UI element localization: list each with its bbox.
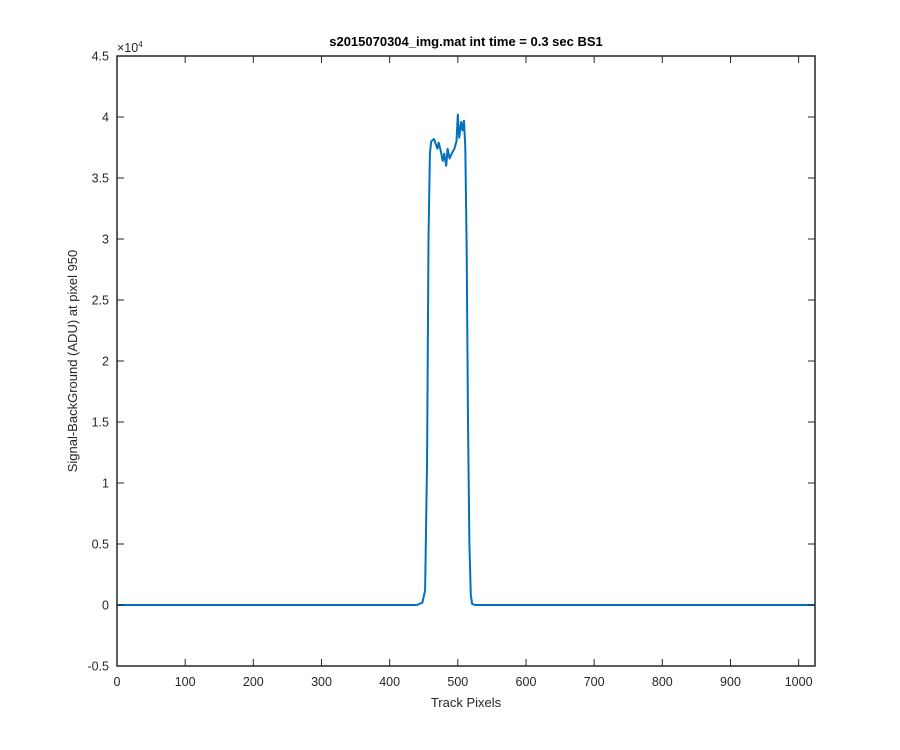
x-axis-label: Track Pixels [431, 695, 502, 710]
x-tick-label-900: 900 [720, 675, 741, 689]
x-tick-label-700: 700 [584, 675, 605, 689]
x-tick-label-0: 0 [114, 675, 121, 689]
y-tick-label-10000: 1 [102, 477, 109, 491]
x-tick-label-800: 800 [652, 675, 673, 689]
chart-title: s2015070304_img.mat int time = 0.3 sec B… [329, 34, 603, 49]
x-tick-label-600: 600 [516, 675, 537, 689]
y-tick-label-45000: 4.5 [92, 50, 109, 64]
y-tick-label-25000: 2.5 [92, 294, 109, 308]
y-tick-label-5000: 0.5 [92, 538, 109, 552]
y-axis-exponent: ×104 [117, 40, 143, 55]
y-tick-label-15000: 1.5 [92, 416, 109, 430]
x-tick-label-200: 200 [243, 675, 264, 689]
y-tick-label-35000: 3.5 [92, 172, 109, 186]
y-tick-label-40000: 4 [102, 111, 109, 125]
y-axis-label: Signal-BackGround (ADU) at pixel 950 [65, 250, 80, 473]
y-tick-label--5000: -0.5 [87, 660, 109, 674]
series-layer [117, 113, 815, 606]
x-tick-label-100: 100 [175, 675, 196, 689]
series-line-0 [117, 113, 815, 606]
y-tick-label-0: 0 [102, 599, 109, 613]
y-tick-label-20000: 2 [102, 355, 109, 369]
x-tick-label-1000: 1000 [785, 675, 813, 689]
x-tick-label-300: 300 [311, 675, 332, 689]
axes-layer: 0 100 200 300 400 500 600 700 800 900 1000 -0.5 0 0.5… [87, 50, 816, 689]
x-tick-label-500: 500 [447, 675, 468, 689]
y-axis-exponent-power: 4 [138, 40, 143, 49]
y-axis-exponent-base: ×10 [117, 41, 138, 55]
y-tick-label-30000: 3 [102, 233, 109, 247]
x-tick-label-400: 400 [379, 675, 400, 689]
